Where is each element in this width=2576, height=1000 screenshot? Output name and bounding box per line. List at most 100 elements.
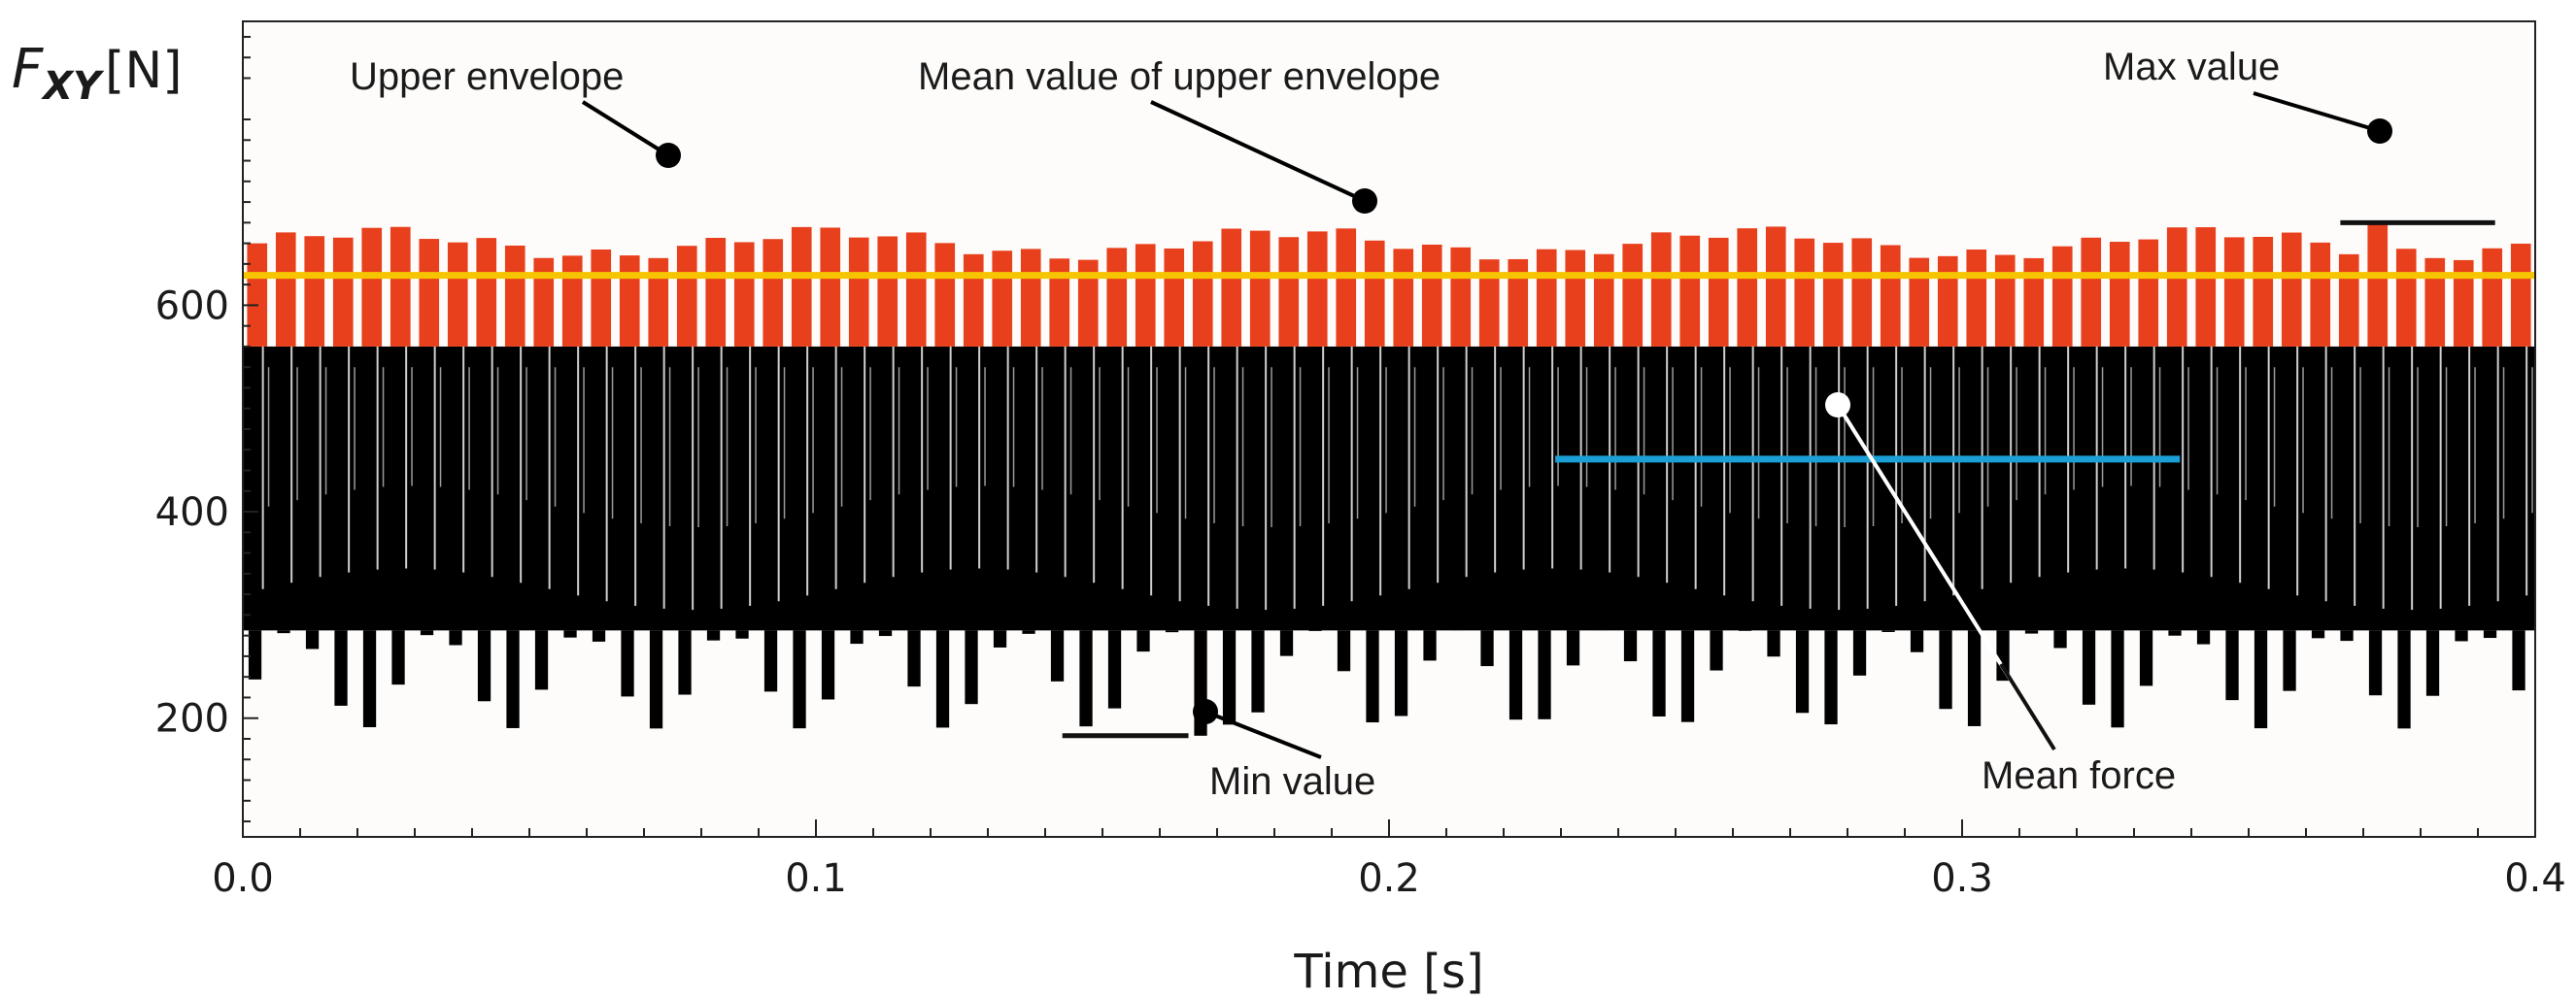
lower-peak xyxy=(1824,630,1838,725)
lower-peak xyxy=(735,630,749,639)
lower-peak xyxy=(1308,630,1322,632)
upper-envelope-spike xyxy=(2310,242,2331,347)
upper-envelope-spike xyxy=(763,239,784,347)
upper-envelope-spike xyxy=(1135,244,1156,347)
lower-peak xyxy=(2168,630,2182,636)
upper-envelope-spike xyxy=(1164,248,1185,347)
lower-peak xyxy=(1967,630,1982,726)
lower-peak xyxy=(2139,630,2153,686)
lower-peak xyxy=(1538,630,1551,719)
lower-peak xyxy=(2425,630,2440,696)
upper-envelope-spike xyxy=(447,242,468,347)
upper-envelope-spike xyxy=(676,246,697,347)
x-tick-label: 0.2 xyxy=(1358,856,1420,901)
lower-peak xyxy=(993,630,1007,648)
lower-peak xyxy=(2111,630,2124,728)
upper-envelope-spike xyxy=(2510,243,2531,347)
lower-peak xyxy=(935,630,950,728)
upper-envelope-spike xyxy=(1106,248,1128,347)
lower-peak xyxy=(1767,630,1780,657)
upper-envelope-spike xyxy=(1278,237,1300,347)
lower-peak xyxy=(1279,630,1294,656)
lower-peak xyxy=(391,630,405,685)
upper-envelope-spike xyxy=(1966,250,1987,347)
reference-lines xyxy=(243,219,2535,739)
upper-envelope-spike xyxy=(2223,237,2245,347)
upper-envelope-spike xyxy=(1077,259,1099,347)
upper-envelope-spike xyxy=(1192,241,1213,347)
lower-peak xyxy=(592,630,606,642)
lower-peak xyxy=(1107,630,1122,709)
upper-envelope-spike xyxy=(2166,227,2187,347)
upper-envelope-spike xyxy=(1765,226,1786,347)
upper-envelope-spike xyxy=(275,232,296,347)
upper-envelope-spike xyxy=(705,237,727,347)
upper-envelope-spike xyxy=(361,227,383,347)
lower-peak xyxy=(2225,630,2239,701)
annotation-mean-force-label: Mean force xyxy=(1982,754,2176,797)
upper-envelope-spike xyxy=(1794,238,1815,347)
upper-envelope-spike xyxy=(2367,222,2389,347)
upper-envelope-spike xyxy=(304,236,325,347)
lower-peak xyxy=(1022,630,1035,634)
lower-peak xyxy=(1079,630,1093,727)
lower-peak xyxy=(477,630,491,702)
annotation-mean-upper-leader xyxy=(1150,100,1366,203)
y-tick-label: 200 xyxy=(155,697,229,742)
signal-dense-band xyxy=(243,346,2535,631)
upper-envelope-spike xyxy=(2424,257,2446,347)
upper-envelope-spike xyxy=(2023,257,2045,347)
annotation-min-value-leader xyxy=(1204,710,1322,759)
upper-envelope-spike xyxy=(1994,254,2016,347)
lower-peak xyxy=(706,630,721,641)
lower-peak xyxy=(2053,630,2067,649)
annotation-min-value: Min value xyxy=(1193,699,1375,803)
lower-peak xyxy=(2340,630,2354,642)
lower-peak xyxy=(1337,630,1351,672)
lower-peak xyxy=(1710,630,1723,671)
x-axis-title: Time [s] xyxy=(1293,945,1483,999)
x-tick-label: 0.3 xyxy=(1931,856,1993,901)
upper-envelope-spike xyxy=(1336,228,1357,347)
lower-peak xyxy=(821,630,835,700)
upper-envelope-spike xyxy=(1306,231,1328,347)
upper-envelope-spike xyxy=(476,238,497,347)
lower-peak xyxy=(2024,630,2039,634)
lower-peak xyxy=(2254,630,2268,729)
lower-peak xyxy=(1910,630,1924,652)
lower-peak xyxy=(362,630,377,728)
lower-peak xyxy=(1795,630,1810,714)
lower-peak xyxy=(793,630,806,729)
annotation-min-value-dot xyxy=(1193,699,1218,724)
upper-envelope-spike xyxy=(1937,255,1958,347)
y-tick-label: 600 xyxy=(155,283,229,328)
upper-envelope-spike xyxy=(1708,237,1729,347)
lower-peak xyxy=(763,630,778,692)
x-tick-label: 0.1 xyxy=(785,856,847,901)
upper-envelope-spike xyxy=(1421,244,1442,347)
lower-peak xyxy=(1623,630,1638,662)
y-axis-unit: [N] xyxy=(105,42,182,100)
upper-envelope-spike xyxy=(1822,243,1844,347)
upper-envelope-spike xyxy=(247,243,268,347)
annotation-mean-force-leader-outside xyxy=(1999,662,2056,751)
lower-peak xyxy=(563,630,577,638)
lower-peak xyxy=(1881,630,1895,632)
upper-envelope-spike xyxy=(619,255,640,347)
annotation-upper-envelope-leader xyxy=(581,100,670,157)
lower-peak xyxy=(621,630,634,697)
upper-envelope-spike xyxy=(1249,230,1271,347)
lower-peak xyxy=(965,630,978,705)
signal-layer xyxy=(243,222,2535,736)
upper-envelope-spike xyxy=(2138,239,2159,347)
upper-envelope-spike xyxy=(2253,236,2274,347)
lower-peak xyxy=(2455,630,2468,642)
lower-peak xyxy=(1508,630,1523,720)
upper-envelope-spike xyxy=(591,249,612,347)
upper-envelope-spike xyxy=(1221,228,1242,347)
lower-peak xyxy=(1394,630,1408,717)
annotation-max-value: Max value xyxy=(2103,46,2392,144)
lower-peak xyxy=(1852,630,1867,676)
upper-envelope-spike xyxy=(2482,248,2503,347)
